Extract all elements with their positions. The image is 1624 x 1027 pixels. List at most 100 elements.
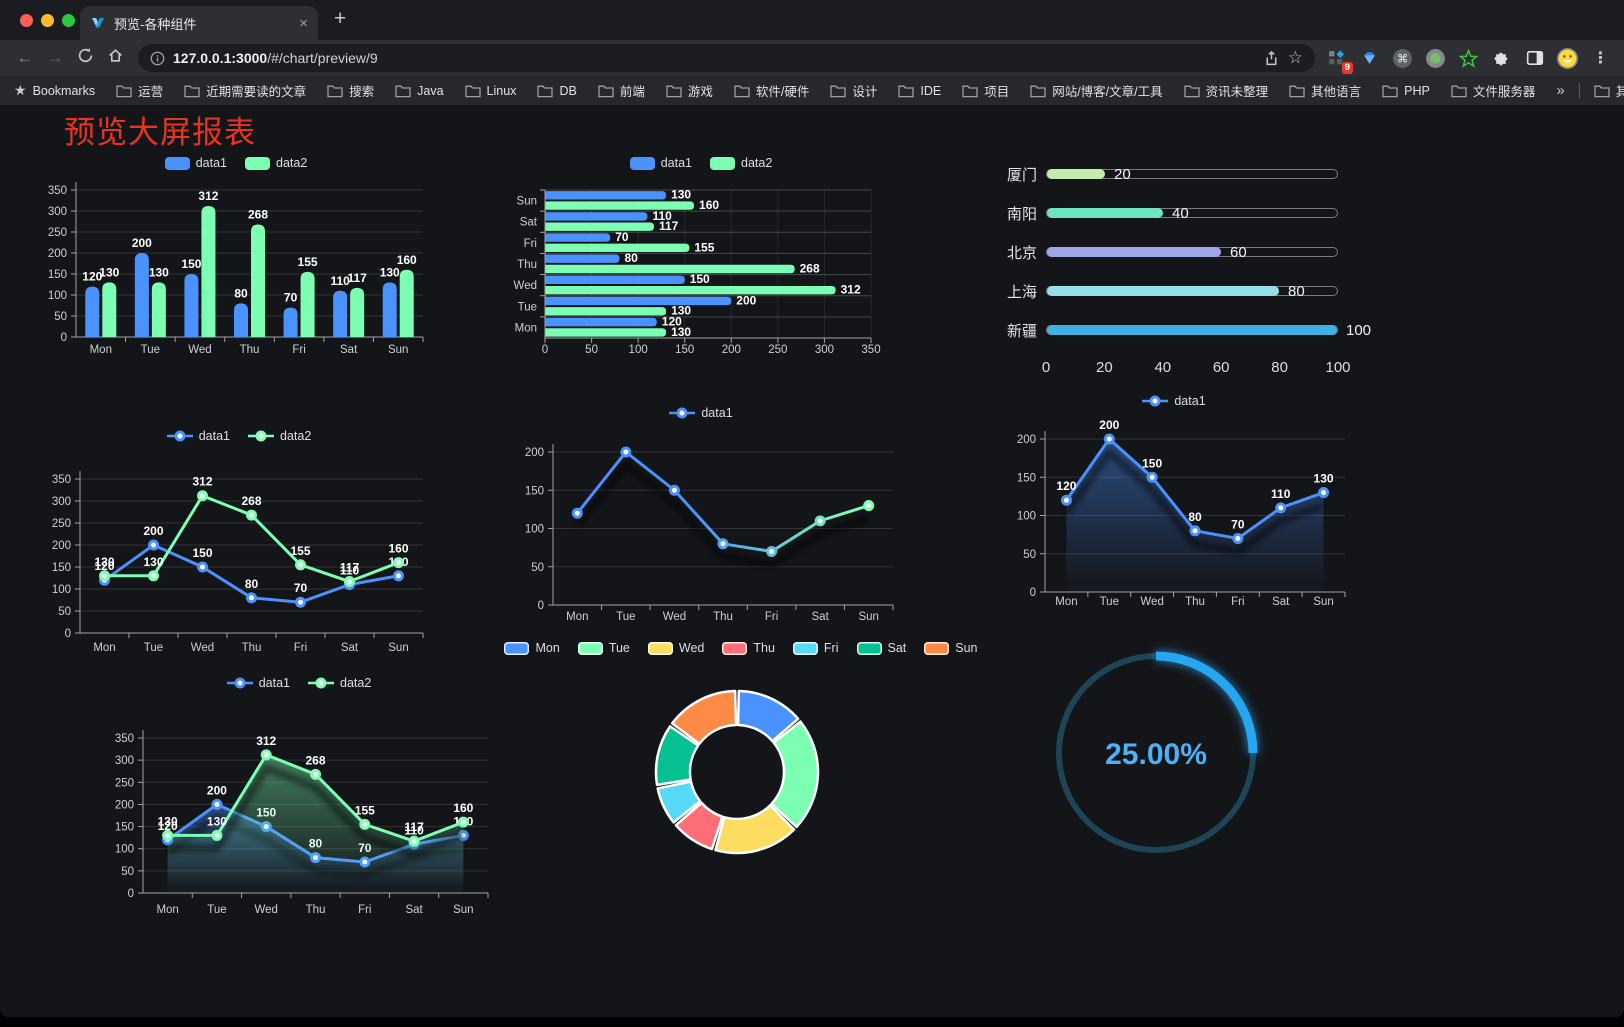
bookmark-folder[interactable]: PHP	[1382, 81, 1430, 100]
legend-item-data2[interactable]: data2	[308, 676, 371, 690]
chart-legend: data1 data2	[45, 429, 433, 443]
point-marker	[814, 515, 826, 527]
legend-item-Tue[interactable]: Tue	[577, 641, 630, 655]
bookmark-folder[interactable]: 其他语言	[1289, 81, 1361, 100]
svg-text:50: 50	[531, 562, 544, 574]
svg-text:250: 250	[115, 777, 134, 789]
pie-slice-Tue[interactable]	[770, 720, 820, 829]
svg-text:155: 155	[355, 803, 375, 817]
gem-icon[interactable]	[1356, 45, 1383, 71]
pie-slice-Mon[interactable]	[736, 689, 800, 743]
profile-avatar[interactable]	[1554, 45, 1581, 71]
bookmarks-star-icon: ★	[14, 82, 27, 98]
bookmark-folder[interactable]: Linux	[464, 81, 516, 100]
bookmark-folder[interactable]: DB	[537, 81, 577, 100]
svg-text:268: 268	[241, 494, 261, 508]
browser-tab[interactable]: 预览-各种组件 ×	[80, 6, 318, 40]
browser-chrome: 预览-各种组件 × + ← → 127.0.0.1:3000/#/chart/p…	[0, 0, 1624, 105]
bookmarks-manager[interactable]: ★ Bookmarks	[14, 82, 95, 99]
pie-slice-Wed[interactable]	[714, 804, 796, 855]
bookmark-folder[interactable]: 搜索	[327, 81, 374, 100]
command-circle-icon[interactable]: ⌘	[1389, 45, 1416, 71]
legend-item-Sun[interactable]: Sun	[924, 641, 978, 655]
extensions-puzzle-icon[interactable]	[1488, 45, 1515, 71]
svg-text:250: 250	[48, 227, 67, 239]
axis-tick-label: 20	[1096, 359, 1113, 376]
tab-close-icon[interactable]: ×	[299, 14, 308, 32]
bookmark-folder[interactable]: Java	[395, 81, 444, 100]
bookmark-star-icon[interactable]: ☆	[1287, 48, 1303, 67]
bookmarks-overflow-chevron[interactable]: »	[1556, 82, 1565, 99]
legend-item-data1[interactable]: data1	[226, 676, 290, 690]
pie-slice-Sat[interactable]	[654, 725, 700, 787]
pie-slice-Fri[interactable]	[656, 780, 702, 824]
hbar-data2-Sat	[545, 222, 654, 231]
bookmark-folder[interactable]: IDE	[898, 81, 941, 100]
record-circle-icon[interactable]	[1422, 45, 1449, 71]
svg-text:Mon: Mon	[90, 344, 112, 356]
star-green-icon[interactable]	[1455, 45, 1482, 71]
point-marker	[162, 829, 174, 841]
legend-item-Thu[interactable]: Thu	[722, 641, 775, 655]
bookmark-folder[interactable]: 近期需要读的文章	[184, 81, 306, 100]
svg-text:80: 80	[234, 286, 248, 300]
sidebar-icon[interactable]	[1521, 45, 1548, 71]
svg-text:Wed: Wed	[663, 611, 686, 623]
pie-slice-Thu[interactable]	[674, 801, 724, 851]
bookmark-folder[interactable]: 网站/博客/文章/工具	[1030, 81, 1163, 100]
legend-item-data2[interactable]: data2	[710, 156, 772, 170]
bookmark-folder[interactable]: 项目	[962, 81, 1009, 100]
legend-item-data1[interactable]: data1	[166, 429, 230, 443]
other-bookmarks-folder[interactable]: 其他书签	[1594, 81, 1624, 100]
legend-item-Fri[interactable]: Fri	[792, 641, 839, 655]
bookmarks-divider	[1578, 82, 1580, 99]
site-info-icon[interactable]	[150, 51, 165, 66]
zoom-button[interactable]	[62, 14, 75, 27]
close-button[interactable]	[20, 14, 33, 27]
home-icon[interactable]	[100, 47, 130, 69]
progress-fill	[1047, 286, 1279, 296]
folder-icon	[1030, 85, 1046, 97]
svg-text:Sun: Sun	[1313, 596, 1333, 608]
legend-item-data1[interactable]: data1	[629, 156, 692, 170]
forward-icon[interactable]: →	[46, 48, 64, 67]
bar-data2-Sun	[399, 269, 414, 337]
svg-text:Fri: Fri	[1231, 596, 1244, 608]
bookmark-folder[interactable]: 运营	[116, 81, 163, 100]
svg-text:Sun: Sun	[388, 344, 408, 356]
new-tab-button[interactable]: +	[334, 7, 347, 30]
progress-label: 新疆	[1006, 322, 1037, 340]
folder-icon	[464, 85, 481, 97]
bookmark-folder[interactable]: 资讯未整理	[1183, 81, 1268, 100]
bookmark-folder[interactable]: 设计	[830, 81, 877, 100]
reload-icon[interactable]	[70, 47, 100, 69]
folder-icon	[1451, 85, 1467, 97]
bookmark-folder[interactable]: 软件/硬件	[734, 81, 809, 100]
legend-item-Wed[interactable]: Wed	[647, 641, 704, 655]
legend-swatch	[722, 641, 748, 655]
bookmark-folder[interactable]: 文件服务器	[1451, 81, 1535, 100]
svg-text:100: 100	[115, 844, 134, 856]
bookmark-folder[interactable]: 游戏	[666, 81, 713, 100]
legend-item-Mon[interactable]: Mon	[504, 641, 560, 655]
pie-slice-Sun[interactable]	[670, 689, 738, 746]
folder-icon	[666, 85, 682, 97]
share-icon[interactable]	[1263, 50, 1280, 67]
legend-item-data2[interactable]: data2	[248, 429, 311, 443]
legend-item-data2[interactable]: data2	[245, 156, 307, 170]
bookmark-folder[interactable]: 前端	[598, 81, 645, 100]
svg-text:200: 200	[525, 447, 544, 459]
address-bar[interactable]: 127.0.0.1:3000/#/chart/preview/9 ☆	[138, 44, 1315, 72]
back-icon[interactable]: ←	[16, 48, 34, 67]
legend-item-data1[interactable]: data1	[164, 156, 227, 170]
legend-item-data1[interactable]: data1	[1142, 394, 1206, 408]
extension-grid-icon[interactable]: 9	[1323, 45, 1353, 74]
svg-text:117: 117	[340, 561, 360, 575]
minimize-button[interactable]	[41, 14, 54, 27]
menu-dots-icon[interactable]: ⋮	[1592, 50, 1609, 67]
tab-title: 预览-各种组件	[114, 16, 197, 32]
point-marker	[148, 539, 159, 551]
legend-item-data1[interactable]: data1	[669, 406, 733, 420]
svg-text:50: 50	[1023, 549, 1036, 561]
legend-item-Sat[interactable]: Sat	[856, 641, 906, 655]
